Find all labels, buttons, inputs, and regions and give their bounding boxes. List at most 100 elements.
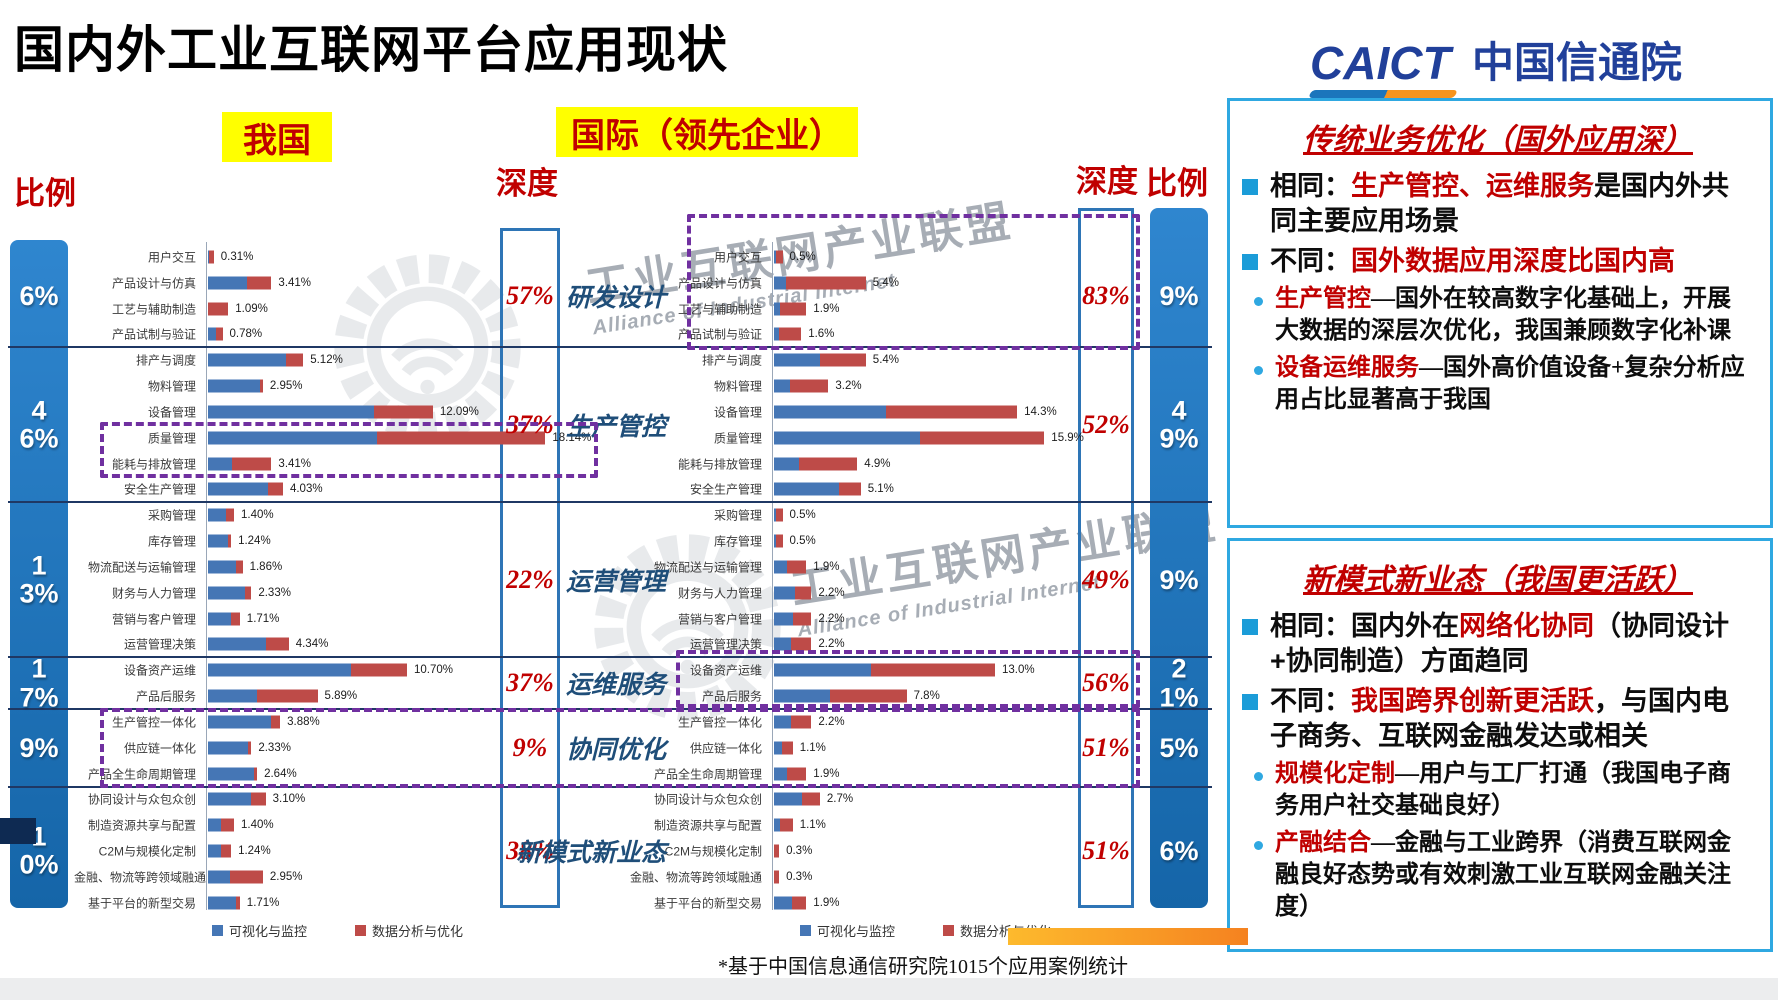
value-label-intl: 15.9% — [1051, 431, 1084, 444]
segment-data-analysis-optimization — [780, 302, 807, 316]
bullet-text-segment: 相同： — [1270, 171, 1351, 201]
value-label-intl: 2.2% — [818, 586, 845, 599]
bullet-text: 规模化定制—用户与工厂打通（我国电子商务用户社交基础良好） — [1275, 759, 1754, 823]
legend-swatch-icon — [355, 925, 367, 936]
panel-bullet: 规模化定制—用户与工厂打通（我国电子商务用户社交基础良好） — [1254, 759, 1754, 823]
category-label-china: 金融、物流等跨领域融通 — [74, 870, 207, 885]
value-label-china: 1.71% — [246, 612, 280, 625]
depth-value-intl: 51% — [1082, 732, 1130, 762]
category-label-intl: 产品设计与仿真 — [677, 276, 762, 291]
value-label-china: 3.10% — [272, 793, 306, 806]
segment-visualization-monitoring — [774, 405, 886, 419]
segment-data-analysis-optimization — [919, 431, 1045, 445]
bullet-text: 产融结合—金融与工业跨界（消费互联网金融良好态势或有效刺激工业互联网金融关注度） — [1275, 828, 1754, 924]
bar-china-4 — [208, 353, 304, 367]
panel-bullet: 生产管控—国外在较高数字化基础上，开展大数据的深层次优化，我国兼顾数字化补课 — [1254, 284, 1754, 348]
legend-swatch-icon — [212, 925, 223, 936]
header-depth-left: 深度 — [496, 166, 558, 201]
category-label-intl: 营销与客户管理 — [677, 612, 762, 627]
segment-visualization-monitoring — [208, 663, 352, 677]
bar-intl-19 — [774, 741, 793, 755]
bar-china-5 — [208, 379, 263, 393]
category-label-intl: 库存管理 — [713, 534, 762, 549]
value-label-intl: 2.2% — [818, 638, 845, 651]
category-label-china: 能耗与排放管理 — [111, 457, 196, 472]
value-label-china: 1.40% — [241, 819, 274, 832]
category-label-china: 产品试制与验证 — [111, 327, 196, 342]
segment-visualization-monitoring — [774, 560, 787, 574]
category-label-intl: 设备资产运维 — [689, 663, 762, 678]
segment-data-analysis-optimization — [819, 353, 866, 367]
segment-data-analysis-optimization — [228, 534, 232, 548]
depth-value-intl: 52% — [1082, 409, 1130, 439]
bar-china-7 — [208, 431, 546, 445]
segment-visualization-monitoring — [774, 482, 840, 496]
bar-china-2 — [208, 302, 229, 316]
segment-visualization-monitoring — [208, 276, 248, 290]
value-label-intl: 13.0% — [1002, 664, 1035, 677]
segment-data-analysis-optimization — [775, 250, 783, 264]
bar-intl-2 — [774, 302, 807, 316]
value-label-china: 5.89% — [324, 690, 358, 703]
segment-data-analysis-optimization — [798, 457, 858, 471]
bar-intl-9 — [774, 482, 861, 496]
category-label-china: 供应链一体化 — [123, 741, 196, 756]
value-label-china: 3.41% — [278, 276, 312, 289]
panel-bullet: 相同：国内外在网络化协同（协同设计+协同制造）方面趋同 — [1242, 609, 1754, 679]
bar-china-21 — [208, 792, 266, 806]
legend-label: 可视化与监控 — [229, 924, 308, 939]
bar-china-6 — [208, 405, 433, 419]
segment-data-analysis-optimization — [235, 896, 240, 910]
bullet-text-segment: 规模化定制 — [1275, 761, 1395, 788]
segment-data-analysis-optimization — [779, 327, 802, 341]
axis-line-intl — [772, 242, 773, 910]
bullet-text-segment: —用户与工厂打通（我国电子商务用户社交基础良好） — [1275, 761, 1731, 820]
bar-china-24 — [208, 870, 263, 884]
panel-bullet: 设备运维服务—国外高价值设备+复杂分析应用占比显著高于我国 — [1254, 353, 1754, 417]
analysis-panel-traditional: 传统业务优化（国外应用深） 相同：生产管控、运维服务是国内外共同主要应用场景 不同：… — [1227, 98, 1773, 528]
category-label-intl: 财务与人力管理 — [677, 586, 762, 601]
bullet-text-segment: 网络化协同 — [1459, 611, 1594, 641]
value-label-china: 5.12% — [310, 354, 343, 367]
segment-visualization-monitoring — [208, 741, 248, 755]
segment-data-analysis-optimization — [871, 663, 995, 677]
bullet-text: 生产管控—国外在较高数字化基础上，开展大数据的深层次优化，我国兼顾数字化补课 — [1275, 284, 1754, 348]
group-label-0: 研发设计 — [565, 283, 666, 312]
segment-visualization-monitoring — [774, 715, 791, 729]
segment-visualization-monitoring — [208, 844, 221, 858]
depth-value-china: 57% — [506, 280, 554, 310]
segment-data-analysis-optimization — [221, 818, 235, 832]
bullet-text: 设备运维服务—国外高价值设备+复杂分析应用占比显著高于我国 — [1275, 353, 1754, 417]
bar-china-14 — [208, 612, 240, 626]
ratio-value-china: 10% — [19, 821, 59, 881]
category-label-intl: 能耗与排放管理 — [677, 457, 762, 472]
category-label-intl: 排产与调度 — [701, 353, 762, 368]
square-bullet-icon — [1242, 254, 1258, 271]
ratio-value-intl: 9% — [1159, 564, 1199, 595]
value-label-china: 10.70% — [414, 664, 454, 677]
value-label-intl: 2.2% — [818, 715, 845, 728]
category-label-intl: 质量管理 — [713, 431, 762, 446]
segment-data-analysis-optimization — [229, 870, 263, 884]
value-label-china: 1.09% — [235, 302, 268, 315]
bullet-text: 不同：国外数据应用深度比国内高 — [1270, 244, 1675, 279]
segment-data-analysis-optimization — [790, 637, 812, 651]
value-label-china: 4.03% — [289, 483, 323, 496]
bar-china-11 — [208, 534, 232, 548]
value-label-intl: 0.5% — [789, 251, 816, 263]
footnote: *基于中国信息通信研究院1015个应用案例统计 — [718, 956, 1128, 978]
value-label-intl: 0.3% — [786, 845, 813, 858]
bar-intl-17 — [774, 689, 907, 703]
value-label-intl: 0.5% — [789, 509, 816, 522]
category-label-intl: 工艺与辅助制造 — [677, 302, 762, 317]
segment-visualization-monitoring — [774, 250, 776, 264]
panel-bullet: 不同：我国跨界创新更活跃，与国内电子商务、互联网金融发达或相关 — [1242, 684, 1754, 754]
bar-intl-11 — [774, 534, 783, 548]
segment-visualization-monitoring — [208, 379, 261, 393]
caict-logo-text: CAICT — [1310, 37, 1451, 89]
segment-visualization-monitoring — [208, 250, 209, 264]
value-label-china: 1.71% — [246, 896, 280, 909]
highlight-box-intl-rd-design — [687, 214, 1140, 350]
segment-visualization-monitoring — [774, 276, 786, 290]
